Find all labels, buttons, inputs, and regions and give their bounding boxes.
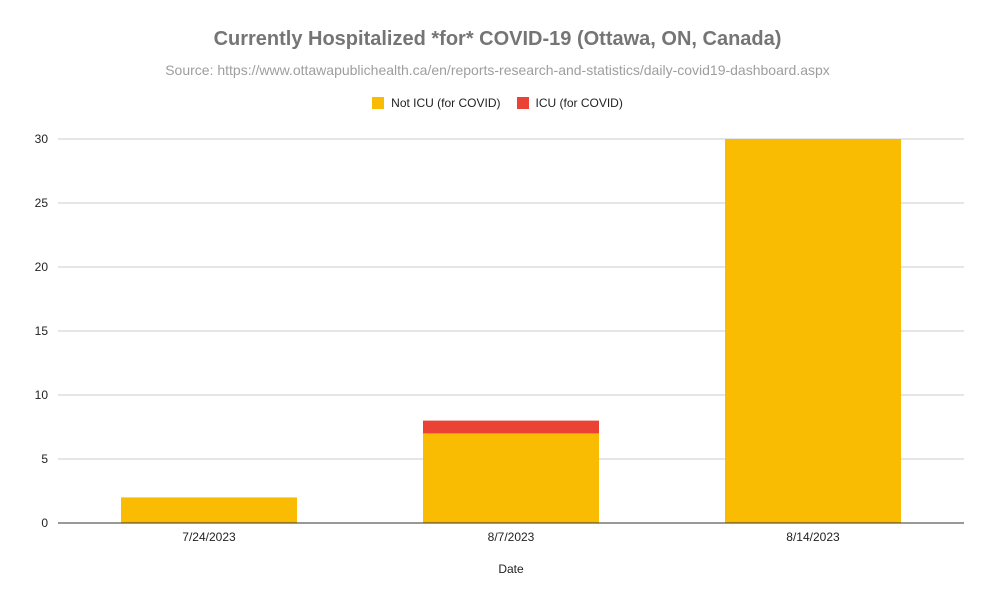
x-axis-title: Date: [498, 562, 524, 576]
y-tick-label: 25: [35, 196, 49, 210]
y-tick-label: 15: [35, 324, 49, 338]
bar-not-icu: [423, 433, 599, 523]
x-tick-label: 7/24/2023: [182, 530, 236, 544]
legend-swatch-not-icu: [372, 97, 385, 109]
legend-swatch-icu: [516, 97, 529, 109]
y-tick-label: 10: [35, 388, 49, 402]
legend: Not ICU (for COVID) ICU (for COVID): [0, 96, 995, 110]
legend-label-icu: ICU (for COVID): [535, 96, 623, 110]
bar-not-icu: [725, 139, 901, 523]
chart-title: Currently Hospitalized *for* COVID-19 (O…: [213, 28, 782, 50]
y-tick-label: 20: [35, 260, 49, 274]
y-tick-label: 5: [41, 452, 48, 466]
y-tick-label: 0: [41, 516, 48, 530]
bar-not-icu: [121, 497, 297, 523]
legend-item-icu[interactable]: ICU (for COVID): [516, 96, 623, 110]
legend-label-not-icu: Not ICU (for COVID): [391, 96, 501, 110]
legend-item-not-icu[interactable]: Not ICU (for COVID): [372, 96, 501, 110]
x-tick-label: 8/14/2023: [786, 530, 840, 544]
x-tick-label: 8/7/2023: [488, 530, 535, 544]
bar-icu: [423, 420, 599, 434]
chart-subtitle: Source: https://www.ottawapublichealth.c…: [165, 62, 830, 78]
y-tick-label: 30: [35, 132, 49, 146]
